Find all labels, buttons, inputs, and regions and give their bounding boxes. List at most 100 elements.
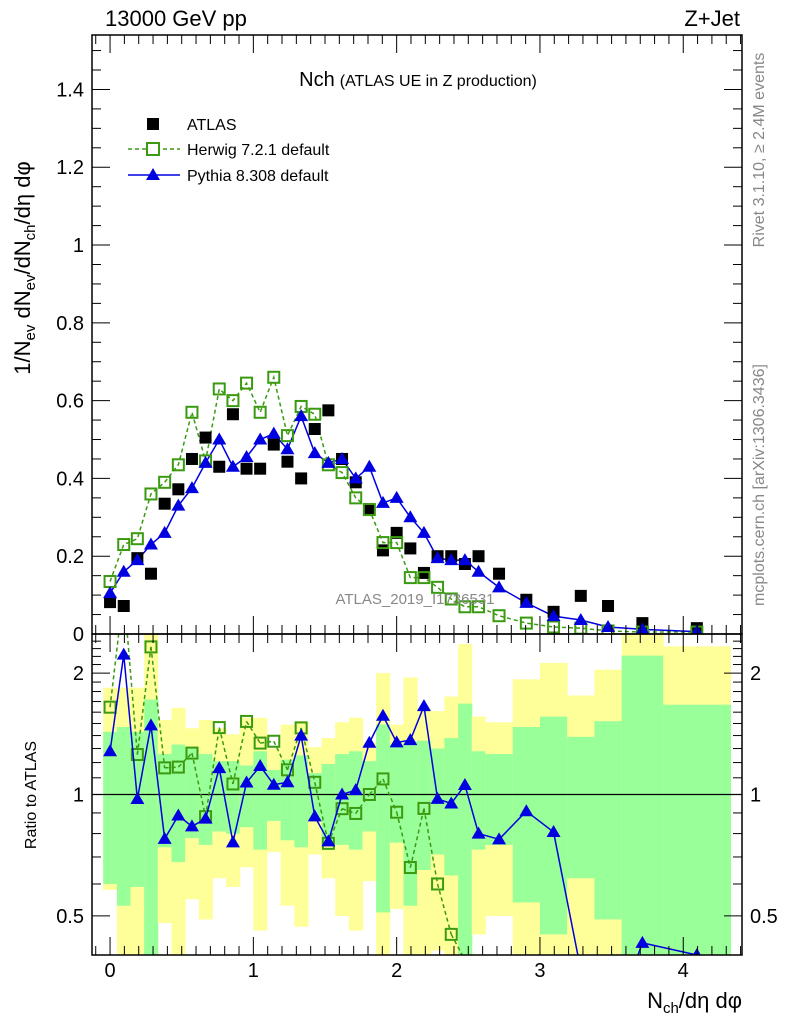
herwig-ratio-point [390,805,404,819]
herwig-point [185,405,199,419]
herwig-point [130,532,144,546]
pythia-point [157,525,172,538]
data-point [404,542,417,555]
herwig-point [240,376,254,390]
pythia-point [212,432,227,445]
pythia-ratio-point [519,804,534,817]
data-point [199,431,212,444]
pythia-ratio-point [143,718,158,731]
stat-uncertainty-band [621,655,664,955]
herwig-point [547,620,561,634]
ratio-curves [103,634,701,955]
herwig-point [444,592,458,606]
data-point [104,596,117,609]
legend-label-herwig: Herwig 7.2.1 default [187,142,330,159]
herwig-ratio-point [362,788,376,801]
pythia-point [253,432,268,445]
stat-uncertainty-band [458,703,473,955]
pythia-point [184,481,199,494]
pythia-point [239,450,254,463]
herwig-ratio-line [204,727,220,817]
data-point [144,567,157,580]
pythia-ratio-line [423,706,439,800]
herwig-point [376,536,390,550]
pythia-point [198,455,213,468]
legend-marker-pythia [146,168,160,180]
y-tick-label: 1.4 [56,79,84,101]
data-point [158,497,171,510]
herwig-ratio-point [144,640,158,654]
ratio-y-tick-label: 2 [73,663,84,685]
herwig-ratio-point [171,760,185,774]
pythia-point [143,537,158,550]
stat-uncertainty-band [294,755,309,848]
y-tick-label: 0 [73,624,84,646]
stat-uncertainty-band [321,764,336,845]
title-main: Nch [299,69,335,91]
data-point [363,503,376,516]
y-tick-label: 0.8 [56,313,84,335]
pythia-ratio-point [444,796,459,809]
data-point [213,460,226,473]
ylabel-sub: ch [22,224,39,240]
herwig-ratio-line [245,721,261,744]
analysis-watermark: ATLAS_2019_I1736531 [335,591,494,608]
herwig-point [171,458,185,472]
ratio-uncertainty-bands [92,634,742,955]
pythia-ratio-point [225,835,240,848]
herwig-point [492,609,506,623]
herwig-point [212,382,226,396]
pythia-ratio-point [362,735,377,748]
pythia-ratio-point [157,831,172,844]
data-point [602,599,615,612]
herwig-ratio-point [226,777,240,791]
stat-uncertainty-band [144,699,159,955]
x-tick-label: 2 [391,960,402,982]
ylabel-part: /dη dφ [10,161,35,224]
herwig-point [431,580,445,594]
data-point [281,455,294,468]
pythia-point [691,624,703,634]
header-right: Z+Jet [684,6,740,31]
pythia-point [416,525,431,538]
pythia-point [348,471,363,484]
pythia-point [294,409,309,422]
stat-uncertainty-band [376,724,391,913]
pythia-ratio-point [546,825,561,838]
pythia-point [519,595,534,608]
stat-uncertainty-band [157,754,173,848]
pythia-ratio-point [307,809,322,822]
herwig-point [519,616,533,630]
herwig-ratio-line [368,778,384,795]
ylabel-part: dN [10,290,35,324]
x-axis-label: Nch/dη dφ [647,988,742,1017]
herwig-ratio-point [267,734,281,748]
data-point [308,423,321,436]
stat-uncertainty-band [103,731,118,884]
ratio-y-tick-label: 0.5 [56,906,84,928]
x-tick-label: 1 [248,960,259,982]
stat-uncertainty-band [403,741,418,906]
pythia-point [389,490,404,503]
herwig-ratio-line [191,752,207,817]
pythia-ratio-point [294,728,309,741]
herwig-point [390,536,404,550]
pythia-ratio-point [198,811,213,824]
pythia-ratio-point [184,819,199,832]
pythia-point [116,564,131,577]
pythia-point [546,609,561,622]
pythia-ratio-line [150,725,166,839]
pythia-point [171,498,186,511]
stat-uncertainty-band [663,704,732,955]
ylabel-part: 1/N [10,340,35,374]
pythia-ratio-line [552,831,579,955]
ylabel-sub: ev [22,274,39,290]
herwig-point [226,394,240,408]
herwig-ratio-line [341,807,356,815]
herwig-point [280,429,294,443]
data-point [390,526,403,539]
header-left: 13000 GeV pp [105,6,247,31]
stat-uncertainty-band [253,751,268,850]
herwig-point [253,405,267,419]
